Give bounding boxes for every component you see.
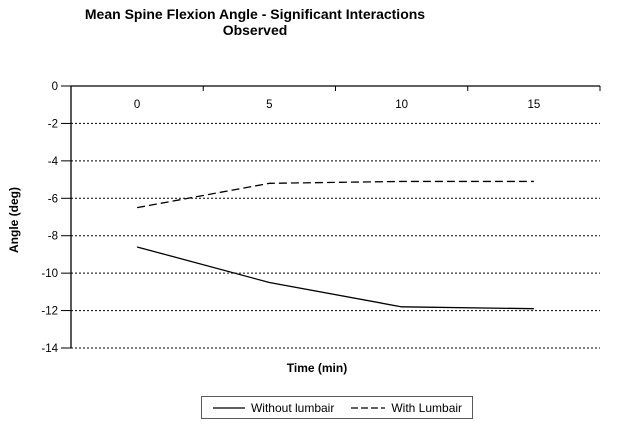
- x-tick-label: 15: [527, 99, 540, 111]
- legend-line-dashed-icon: [351, 406, 386, 409]
- legend-item-without-lumbair: Without lumbair: [212, 401, 334, 415]
- legend-box: Without lumbair With Lumbair: [201, 396, 473, 419]
- x-tick-label: 10: [395, 99, 408, 111]
- legend-label-without-lumbair: Without lumbair: [250, 400, 335, 415]
- y-tick-label: -6: [48, 193, 58, 205]
- x-tick-label: 0: [134, 99, 140, 111]
- y-tick-label: -10: [41, 268, 58, 280]
- legend-line-solid-icon: [212, 406, 245, 409]
- x-axis-title: Time (min): [286, 361, 348, 375]
- legend-label-with-lumbair: With Lumbair: [391, 400, 463, 415]
- series-line-without-lumbair: [136, 246, 534, 310]
- y-tick-label: -2: [48, 118, 58, 130]
- y-axis-title: Angle (deg): [7, 187, 21, 253]
- y-tick-label: -12: [41, 306, 58, 318]
- chart-title: Mean Spine Flexion Angle - Significant I…: [84, 6, 426, 38]
- y-tick-label: -14: [41, 343, 58, 355]
- y-tick-label: -8: [48, 231, 58, 243]
- y-tick-label: -4: [48, 156, 59, 168]
- series-line-with-lumbair: [137, 180, 534, 209]
- y-tick-label: 0: [52, 81, 58, 93]
- x-tick-label: 5: [266, 99, 272, 111]
- legend-item-with-lumbair: With Lumbair: [350, 401, 462, 415]
